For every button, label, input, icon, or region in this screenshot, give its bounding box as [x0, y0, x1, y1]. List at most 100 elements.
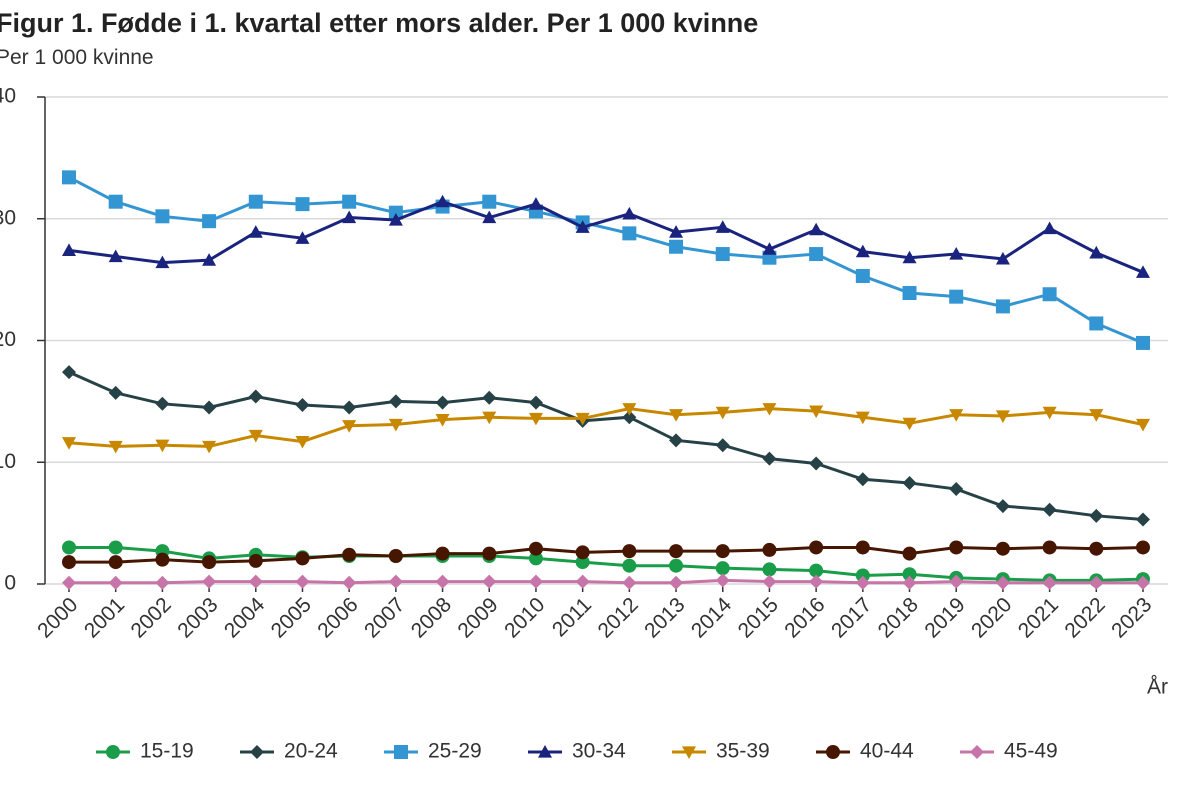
- data-point: [528, 574, 543, 589]
- data-point: [342, 420, 357, 433]
- data-point: [1089, 575, 1104, 590]
- data-point: [482, 546, 497, 561]
- data-point: [155, 255, 170, 269]
- data-point: [482, 210, 497, 224]
- data-point: [715, 544, 730, 559]
- data-point: [62, 575, 76, 590]
- data-point: [762, 574, 777, 589]
- legend-marker: [970, 745, 984, 759]
- x-tick-label: 2005: [267, 593, 316, 642]
- data-point: [202, 214, 217, 229]
- data-point: [809, 405, 824, 419]
- data-point: [995, 541, 1010, 556]
- data-point: [482, 390, 497, 405]
- data-point: [809, 574, 824, 589]
- data-point: [902, 567, 917, 582]
- data-point: [435, 395, 450, 410]
- legend-marker: [538, 745, 552, 758]
- data-point: [669, 544, 684, 559]
- data-point: [902, 575, 917, 590]
- data-point: [855, 540, 870, 555]
- x-tick-label: 2010: [500, 593, 549, 642]
- data-point: [342, 400, 357, 415]
- legend-marker: [826, 745, 840, 759]
- x-tick-label: 2004: [220, 593, 270, 643]
- data-point: [435, 414, 450, 427]
- data-point: [342, 547, 357, 562]
- legend-label: 45-49: [1004, 740, 1058, 763]
- legend-item: 30-34: [528, 740, 626, 763]
- data-point: [949, 409, 964, 422]
- data-point: [1136, 575, 1150, 590]
- data-point: [62, 170, 76, 185]
- data-point: [715, 406, 730, 420]
- data-point: [855, 244, 870, 258]
- data-point: [62, 540, 76, 555]
- x-tick-label: 2000: [33, 593, 82, 642]
- data-point: [248, 225, 263, 238]
- data-point: [1136, 540, 1150, 555]
- data-point: [108, 440, 123, 454]
- data-point: [669, 575, 684, 590]
- data-point: [388, 548, 403, 563]
- x-tick-label: 2015: [734, 593, 783, 642]
- data-point: [388, 205, 403, 220]
- data-point: [62, 365, 76, 380]
- data-point: [108, 385, 123, 400]
- data-point: [575, 574, 590, 589]
- data-point: [762, 562, 777, 577]
- data-point: [995, 575, 1010, 590]
- data-point: [155, 575, 170, 590]
- data-point: [622, 226, 637, 241]
- data-point: [248, 429, 263, 443]
- chart-subtitle: Per 1 000 kvinne: [0, 46, 154, 69]
- x-tick-label: 2019: [920, 593, 969, 642]
- series-line: [69, 578, 1143, 585]
- x-tick-label: 2023: [1107, 593, 1156, 642]
- data-point: [1042, 502, 1057, 517]
- series-line: [68, 407, 1144, 448]
- data-point: [155, 396, 170, 411]
- data-point: [622, 575, 637, 590]
- data-point: [622, 403, 637, 416]
- x-tick-label: 2016: [780, 593, 829, 642]
- data-point: [855, 268, 870, 283]
- data-point: [575, 220, 590, 233]
- legend-item: 40-44: [816, 740, 914, 763]
- data-point: [155, 552, 170, 567]
- data-point: [902, 546, 917, 561]
- data-point: [482, 411, 497, 425]
- x-tick-label: 2011: [548, 593, 596, 641]
- data-point: [62, 555, 76, 570]
- x-tick-label: 2020: [967, 593, 1016, 642]
- x-axis-label: År: [1147, 676, 1168, 699]
- data-point: [622, 558, 637, 573]
- data-point: [669, 409, 684, 422]
- data-point: [482, 574, 497, 589]
- data-point: [949, 540, 964, 555]
- x-tick-label: 2008: [407, 593, 456, 642]
- series-line: [68, 176, 1144, 345]
- data-point: [1089, 508, 1104, 523]
- data-point: [949, 482, 964, 497]
- data-point: [762, 542, 777, 557]
- data-point: [995, 299, 1010, 314]
- data-point: [202, 440, 217, 454]
- data-point: [995, 410, 1010, 423]
- series-line: [69, 545, 1144, 564]
- legend-item: 25-29: [384, 740, 482, 763]
- data-point: [202, 253, 217, 266]
- data-point: [575, 555, 590, 570]
- data-point: [295, 398, 310, 413]
- data-point: [435, 574, 450, 589]
- data-point: [342, 194, 357, 209]
- data-point: [155, 209, 170, 224]
- data-point: [1089, 541, 1104, 556]
- data-point: [1089, 409, 1104, 422]
- data-point: [155, 439, 170, 453]
- data-point: [809, 456, 824, 471]
- data-point: [995, 499, 1010, 514]
- legend-marker: [682, 746, 696, 759]
- data-point: [248, 389, 263, 404]
- data-point: [435, 194, 450, 208]
